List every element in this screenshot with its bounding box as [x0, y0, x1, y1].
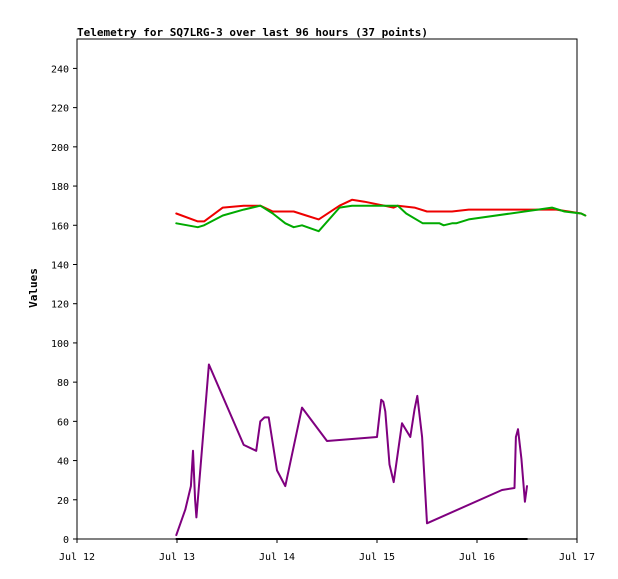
- y-tick-label: 40: [57, 457, 69, 468]
- y-tick-label: 240: [51, 64, 69, 75]
- y-axis-ticks: 0 20 40 60 80 100 120 140 160 180 200 220 240: [51, 64, 77, 546]
- y-tick-label: 20: [57, 496, 69, 507]
- x-tick-label: Jul 12: [59, 552, 95, 563]
- y-tick-label: 200: [51, 143, 69, 154]
- y-tick-label: 0: [63, 535, 69, 546]
- series-line-2: [175, 204, 587, 233]
- y-tick-label: 120: [51, 300, 69, 311]
- y-tick-label: 100: [51, 339, 69, 350]
- series-line-3: [175, 363, 528, 537]
- x-tick-label: Jul 16: [459, 552, 495, 563]
- chart-title: Telemetry for SQ7LRG-3 over last 96 hour…: [77, 26, 428, 39]
- series-lines: [175, 198, 587, 540]
- y-tick-label: 60: [57, 417, 69, 428]
- y-tick-label: 140: [51, 260, 69, 271]
- x-tick-label: Jul 17: [559, 552, 595, 563]
- y-axis-label: Values: [27, 268, 40, 308]
- y-tick-label: 220: [51, 104, 69, 115]
- y-tick-label: 80: [57, 378, 69, 389]
- x-tick-label: Jul 14: [259, 552, 295, 563]
- x-tick-label: Jul 13: [159, 552, 195, 563]
- x-tick-label: Jul 15: [359, 552, 395, 563]
- y-tick-label: 160: [51, 221, 69, 232]
- y-tick-label: 180: [51, 182, 69, 193]
